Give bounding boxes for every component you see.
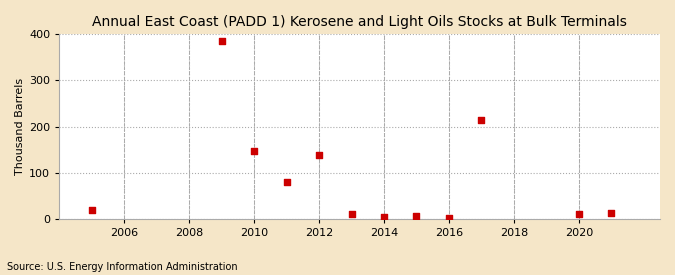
Title: Annual East Coast (PADD 1) Kerosene and Light Oils Stocks at Bulk Terminals: Annual East Coast (PADD 1) Kerosene and … <box>92 15 627 29</box>
Point <box>476 117 487 122</box>
Point <box>248 148 259 153</box>
Point <box>411 214 422 218</box>
Point <box>346 212 357 216</box>
Point <box>574 212 585 216</box>
Point <box>606 211 617 216</box>
Point <box>216 39 227 43</box>
Point <box>281 180 292 184</box>
Point <box>379 214 389 219</box>
Text: Source: U.S. Energy Information Administration: Source: U.S. Energy Information Administ… <box>7 262 238 272</box>
Y-axis label: Thousand Barrels: Thousand Barrels <box>15 78 25 175</box>
Point <box>443 215 454 220</box>
Point <box>314 153 325 158</box>
Point <box>86 208 97 212</box>
